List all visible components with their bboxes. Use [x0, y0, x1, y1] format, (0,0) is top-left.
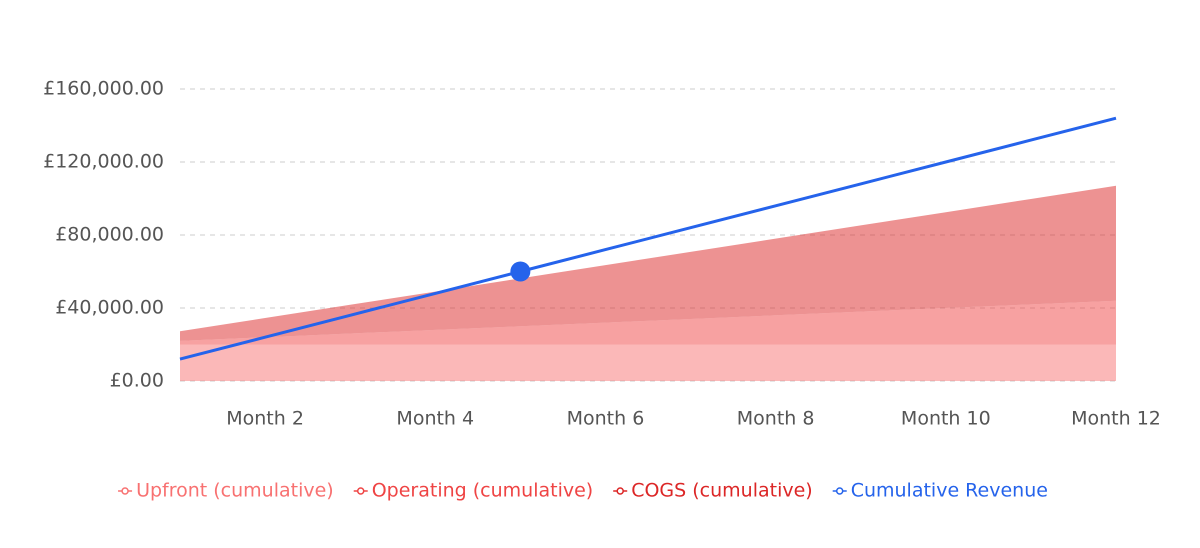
x-tick-label: Month 12 — [1071, 408, 1161, 430]
legend-icon — [835, 487, 844, 495]
line — [179, 116, 1117, 361]
y-tick-label: £0.00 — [110, 370, 164, 392]
x-tick-label: Month 2 — [226, 408, 304, 430]
y-tick-label: £80,000.00 — [55, 224, 164, 246]
legend-label: Upfront (cumulative) — [136, 480, 334, 502]
legend-label: COGS (cumulative) — [631, 480, 813, 502]
x-tick-label: Month 10 — [901, 408, 991, 430]
legend-label: Operating (cumulative) — [372, 480, 593, 502]
legend-label: Cumulative Revenue — [851, 480, 1048, 502]
legend-icon — [356, 487, 365, 495]
y-tick-label: £40,000.00 — [55, 297, 164, 319]
legend-icon — [121, 487, 129, 495]
x-tick-label: Month 6 — [567, 408, 645, 430]
area — [180, 344, 1116, 381]
x-tick-label: Month 4 — [396, 408, 474, 430]
legend-item: Cumulative Revenue — [832, 480, 1048, 502]
legend-item: Operating (cumulative) — [353, 480, 593, 502]
active-dot — [510, 261, 531, 282]
area — [180, 185, 1116, 341]
legend-item: COGS (cumulative) — [613, 480, 813, 502]
x-tick-label: Month 8 — [737, 408, 815, 430]
y-tick-label: £160,000.00 — [43, 78, 164, 100]
legend-icon — [616, 487, 624, 495]
area — [180, 300, 1116, 345]
legend: Upfront (cumulative) Operating (cumulativ… — [118, 480, 1048, 502]
legend-item: Upfront (cumulative) — [118, 480, 334, 502]
y-tick-label: £120,000.00 — [43, 151, 164, 173]
